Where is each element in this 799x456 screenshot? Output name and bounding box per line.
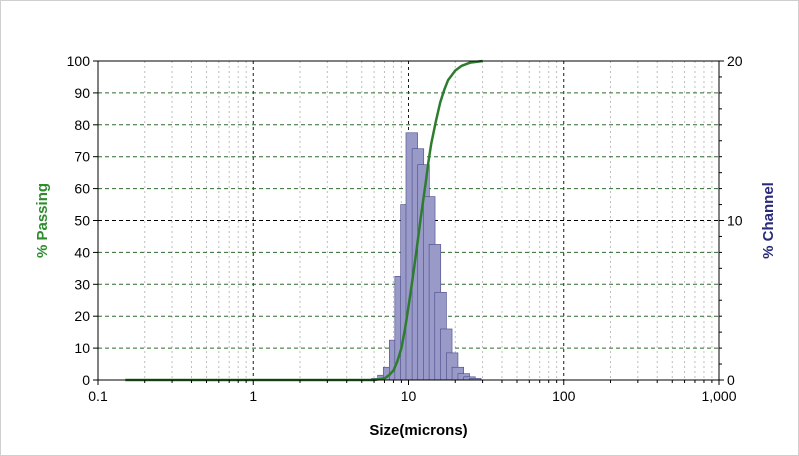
y-left-tick-label: 10 bbox=[74, 340, 90, 356]
y-right-tick-label: 10 bbox=[727, 213, 743, 229]
y-right-tick-label: 0 bbox=[727, 372, 735, 388]
x-tick-label: 100 bbox=[552, 388, 576, 404]
y-left-tick-label: 50 bbox=[74, 213, 90, 229]
x-tick-label: 10 bbox=[401, 388, 417, 404]
channel-bars bbox=[371, 132, 482, 381]
y-left-tick-label: 90 bbox=[74, 85, 90, 101]
x-tick-label: 0.1 bbox=[88, 388, 108, 404]
y-left-tick-label: 0 bbox=[82, 372, 90, 388]
y-axis-right-title: % Channel bbox=[760, 182, 777, 259]
y-left-tick-label: 70 bbox=[74, 149, 90, 165]
x-tick-label: 1,000 bbox=[701, 388, 736, 404]
x-axis-title: Size(microns) bbox=[369, 422, 467, 439]
y-left-tick-label: 100 bbox=[67, 53, 91, 69]
y-right-tick-label: 20 bbox=[727, 53, 743, 69]
y-left-tick-label: 80 bbox=[74, 117, 90, 133]
y-left-tick-label: 30 bbox=[74, 276, 90, 292]
y-left-tick-label: 60 bbox=[74, 181, 90, 197]
tick-labels: 0 10 20 30 40 50 60 70 80 90 100 0 10 20 0.1 1 10 100 1,00… bbox=[67, 53, 743, 404]
passing-curve bbox=[125, 59, 483, 382]
y-left-tick-label: 20 bbox=[74, 308, 90, 324]
passing-line bbox=[125, 59, 483, 382]
y-axis-left-title: % Passing bbox=[34, 183, 51, 258]
y-left-tick-label: 40 bbox=[74, 244, 90, 260]
x-tick-label: 1 bbox=[249, 388, 257, 404]
